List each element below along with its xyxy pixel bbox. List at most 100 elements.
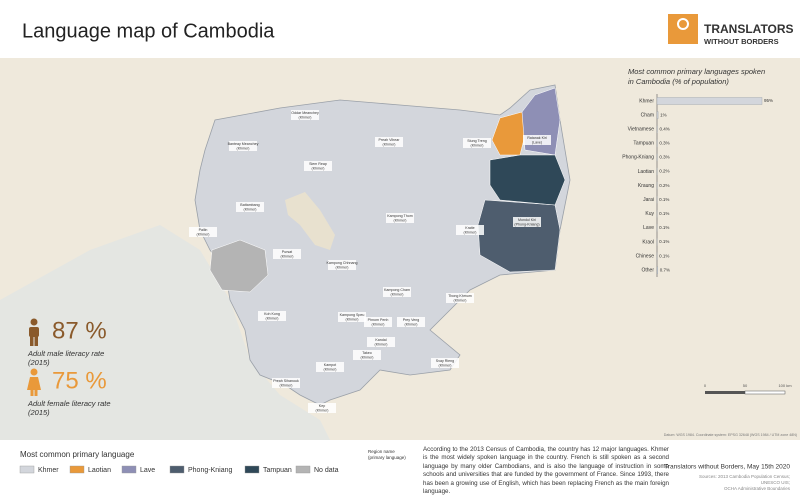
region-language: (Khmer) (383, 142, 396, 146)
credit: Translators without Borders, May 15th 20… (664, 464, 790, 471)
sea (0, 225, 330, 440)
region-language: (Khmer) (299, 115, 312, 119)
legend-swatch (169, 465, 185, 474)
region-label-box (364, 317, 392, 327)
region-name: Prey Veng (403, 318, 420, 322)
legend-label: Tampuan (263, 467, 292, 474)
region-tampuan (489, 154, 566, 206)
region-name: Svay Rieng (436, 359, 454, 363)
category-label: Other (641, 268, 654, 274)
region-name: Oddar Meanchey (291, 111, 319, 115)
value-label: 0.3% (659, 155, 669, 160)
region-name: Battambang (240, 203, 259, 207)
region-language: (Khmer) (266, 316, 279, 320)
category-label: Jarai (643, 197, 654, 203)
region-language: (Khmer) (391, 292, 404, 296)
value-label: 0.1% (659, 239, 669, 244)
region-label-box (386, 213, 414, 223)
region-language: (Khmer) (237, 146, 250, 150)
region-label-box (328, 260, 356, 270)
value-label: 0.2% (659, 183, 669, 188)
region-name: Kampot (324, 363, 336, 367)
region-name: Kampong Chhnang (327, 261, 358, 265)
source: OCHA Administrative Boundaries (724, 486, 791, 491)
region-language: (Khmer) (312, 166, 325, 170)
female-label: (2015) (28, 408, 50, 417)
value-label: 1% (660, 112, 667, 117)
logo-line: WITHOUT BORDERS (704, 37, 779, 46)
value-label: 0.4% (659, 126, 669, 131)
region-language: (Khmer) (324, 367, 337, 371)
legend-title: Most common primary language (20, 450, 135, 459)
category-label: Kraol (642, 239, 654, 245)
legend-label: No data (314, 467, 339, 474)
legend-swatch (69, 465, 85, 474)
region-name: Mondul Kiri (518, 218, 536, 222)
region-language: (Khmer) (346, 317, 359, 321)
paragraph: According to the 2013 Census of Cambodia… (423, 446, 669, 496)
legend-label: Laotian (88, 467, 111, 474)
region-label-box (456, 225, 484, 235)
region-name: Kampong Thom (387, 214, 413, 218)
region-label-box (383, 287, 411, 297)
region-name: Kampong Cham (384, 288, 410, 292)
value-label: 0.1% (659, 211, 669, 216)
region-key: Region name (368, 449, 395, 454)
region-label-box (513, 217, 541, 227)
region-language: (Khmer) (372, 322, 385, 326)
male-label: Adult male literacy rate (27, 349, 104, 358)
region-name: Tbong Khmum (448, 294, 472, 298)
logo-icon (677, 18, 689, 30)
region-label-box (236, 202, 264, 212)
category-label: Kuy (645, 211, 654, 217)
region-label-box (446, 293, 474, 303)
male-icon (29, 318, 39, 346)
region-label-box (273, 249, 301, 259)
region-label-box (523, 135, 551, 145)
region-language: (Khmer) (394, 218, 407, 222)
legend-swatch (19, 465, 35, 474)
region-language: (Khmer) (375, 342, 388, 346)
region-name: Phnom Penh (368, 318, 389, 322)
source: Sources: 2013 Cambodia Population Census… (699, 474, 790, 479)
country-outline (194, 84, 571, 406)
region-name: Kep (319, 404, 325, 408)
value-label: 0.2% (659, 169, 669, 174)
region-label-box (258, 311, 286, 321)
legend-swatch (121, 465, 137, 474)
male-literacy: 87 % (52, 317, 107, 344)
legend-label: Lave (140, 467, 155, 474)
region-language: (Khmer) (405, 322, 418, 326)
value-label: 0.1% (659, 197, 669, 202)
scale-label: 0 (704, 383, 707, 388)
region-name: Kampong Speu (340, 313, 365, 317)
region-label-box (431, 358, 459, 368)
scale-label: 50 (743, 383, 748, 388)
category-label: Phong-Kniang (622, 155, 654, 161)
region-name: Preah Vihear (379, 138, 401, 142)
region-language: (Khmer) (316, 408, 329, 412)
region-label-box (375, 137, 403, 147)
region-name: Pailin (199, 228, 208, 232)
region-label-box (272, 378, 300, 388)
region-no-data (209, 239, 269, 293)
chart-title: in Cambodia (% of population) (628, 77, 729, 86)
region-label-box (316, 362, 344, 372)
region-language: (Khmer) (281, 254, 294, 258)
category-label: Lave (643, 225, 654, 231)
region-language: (Khmer) (471, 143, 484, 147)
region-name: Kratie (465, 226, 474, 230)
region-language: (Khmer) (454, 298, 467, 302)
category-label: Khmer (639, 98, 654, 104)
lake (285, 192, 335, 250)
category-label: Kraung (638, 183, 654, 189)
female-label: Adult female literacy rate (27, 399, 111, 408)
scale-label: 100 km (778, 383, 792, 388)
region-language: (Phong-Kniang) (514, 222, 539, 226)
logo-line: TRANSLATORS (704, 22, 794, 36)
region-name: Kandal (375, 338, 386, 342)
region-language: (Khmer) (439, 363, 452, 367)
region-language: (Khmer) (336, 265, 349, 269)
value-label: 0.1% (659, 253, 669, 258)
